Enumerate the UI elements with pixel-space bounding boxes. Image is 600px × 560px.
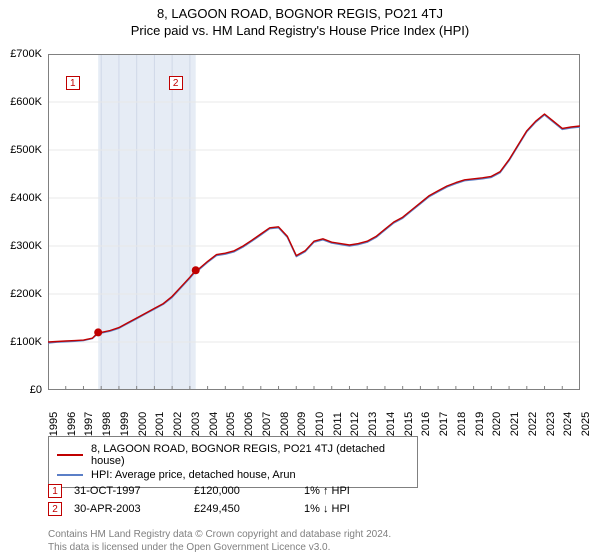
sale-price: £120,000: [194, 485, 304, 497]
x-tick-label: 2003: [190, 412, 202, 436]
chart-subtitle: Price paid vs. HM Land Registry's House …: [0, 23, 600, 38]
x-tick-label: 2001: [154, 412, 166, 436]
x-tick-label: 2024: [562, 412, 574, 436]
footer-line1: Contains HM Land Registry data © Crown c…: [48, 528, 391, 541]
x-tick-label: 1995: [48, 412, 60, 436]
x-axis-labels: 1995199619971998199920002001200220032004…: [48, 392, 580, 432]
x-tick-label: 2019: [474, 412, 486, 436]
sale-date: 30-APR-2003: [74, 503, 194, 515]
y-tick-label: £300K: [10, 240, 42, 252]
x-tick-label: 1998: [101, 412, 113, 436]
chart-container: 8, LAGOON ROAD, BOGNOR REGIS, PO21 4TJ P…: [0, 0, 600, 560]
x-tick-label: 1997: [83, 412, 95, 436]
legend-row: 8, LAGOON ROAD, BOGNOR REGIS, PO21 4TJ (…: [57, 443, 409, 467]
x-tick-label: 2020: [491, 412, 503, 436]
x-tick-label: 2021: [509, 412, 521, 436]
x-tick-label: 2017: [438, 412, 450, 436]
x-tick-label: 2006: [243, 412, 255, 436]
x-tick-label: 2002: [172, 412, 184, 436]
x-tick-label: 2015: [403, 412, 415, 436]
y-tick-label: £700K: [10, 48, 42, 60]
y-tick-label: £200K: [10, 288, 42, 300]
x-tick-label: 2007: [261, 412, 273, 436]
sale-row: 1 31-OCT-1997£120,0001% ↑ HPI: [48, 484, 404, 498]
x-tick-label: 2005: [225, 412, 237, 436]
x-tick-label: 2012: [349, 412, 361, 436]
footer-line2: This data is licensed under the Open Gov…: [48, 541, 391, 554]
x-tick-label: 2011: [332, 412, 344, 436]
x-tick-label: 2018: [456, 412, 468, 436]
x-tick-label: 2022: [527, 412, 539, 436]
x-tick-label: 2009: [296, 412, 308, 436]
sales-table: 1 31-OCT-1997£120,0001% ↑ HPI 2 30-APR-2003…: [48, 480, 404, 520]
y-tick-label: £600K: [10, 96, 42, 108]
sale-index-box: 1: [48, 484, 62, 498]
x-tick-label: 1996: [66, 412, 78, 436]
x-tick-label: 2016: [420, 412, 432, 436]
legend-swatch: [57, 454, 83, 456]
x-tick-label: 2013: [367, 412, 379, 436]
x-tick-label: 2023: [545, 412, 557, 436]
chart-title-address: 8, LAGOON ROAD, BOGNOR REGIS, PO21 4TJ: [0, 6, 600, 21]
y-tick-label: £100K: [10, 336, 42, 348]
y-tick-label: £0: [30, 384, 42, 396]
sale-index-box: 2: [48, 502, 62, 516]
y-tick-label: £400K: [10, 192, 42, 204]
x-tick-label: 1999: [119, 412, 131, 436]
x-tick-label: 2008: [279, 412, 291, 436]
chart-svg: [48, 54, 580, 390]
sale-row: 2 30-APR-2003£249,4501% ↓ HPI: [48, 502, 404, 516]
plot-area: 12: [48, 54, 580, 390]
x-tick-label: 2004: [208, 412, 220, 436]
x-tick-label: 2025: [580, 412, 592, 436]
legend-swatch: [57, 474, 83, 476]
x-tick-label: 2010: [314, 412, 326, 436]
sale-date: 31-OCT-1997: [74, 485, 194, 497]
y-axis-labels: £0£100K£200K£300K£400K£500K£600K£700K: [0, 54, 46, 390]
x-tick-label: 2000: [137, 412, 149, 436]
x-tick-label: 2014: [385, 412, 397, 436]
legend-label: 8, LAGOON ROAD, BOGNOR REGIS, PO21 4TJ (…: [91, 443, 409, 467]
title-block: 8, LAGOON ROAD, BOGNOR REGIS, PO21 4TJ P…: [0, 0, 600, 38]
footer-attribution: Contains HM Land Registry data © Crown c…: [48, 528, 391, 554]
sale-marker-box: 1: [66, 76, 80, 90]
sale-marker-box: 2: [169, 76, 183, 90]
sale-hpi-delta: 1% ↑ HPI: [304, 485, 404, 497]
sale-hpi-delta: 1% ↓ HPI: [304, 503, 404, 515]
sale-price: £249,450: [194, 503, 304, 515]
y-tick-label: £500K: [10, 144, 42, 156]
